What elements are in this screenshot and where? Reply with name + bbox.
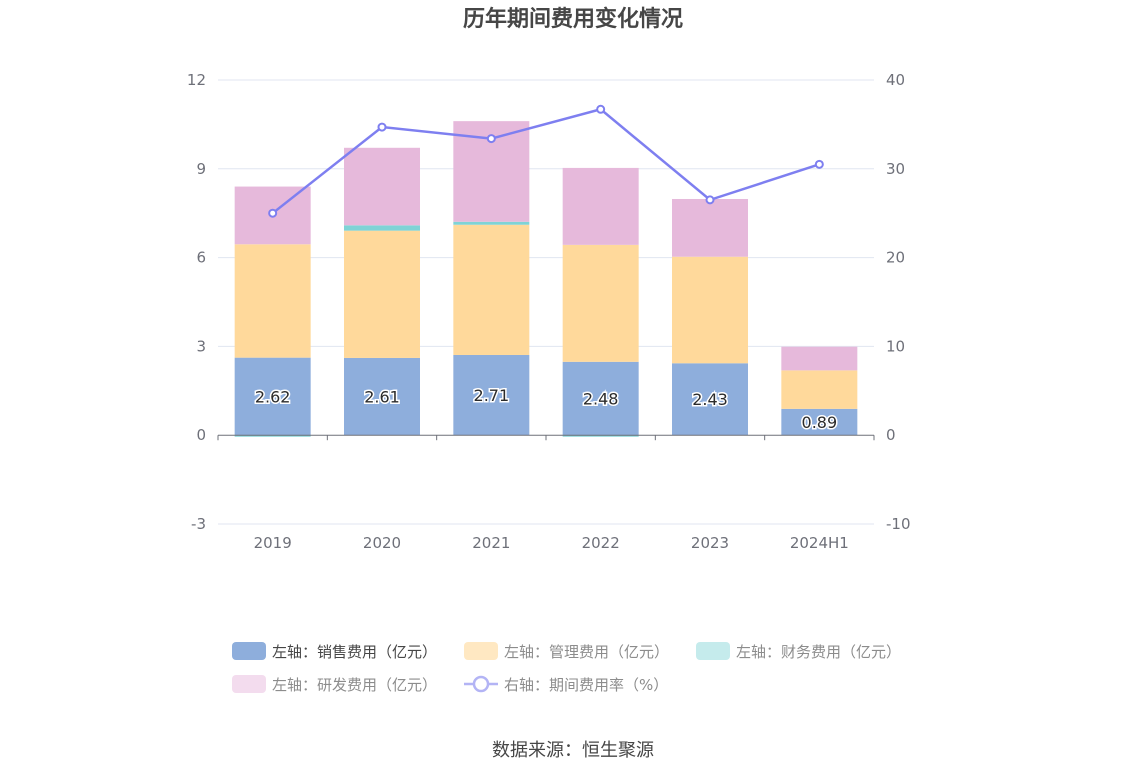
bar-segment-2 bbox=[453, 221, 530, 225]
x-axis-ticks: 2019 2020 2021 2022 2023 2024H1 bbox=[254, 534, 849, 552]
bar-segment-2 bbox=[344, 225, 420, 231]
bar-segment-3 bbox=[672, 198, 748, 257]
x-tick-label: 2021 bbox=[472, 534, 510, 552]
bar-value-label: 2.48 bbox=[583, 389, 619, 408]
bar-segment-2 bbox=[562, 435, 639, 437]
bar-segment-3 bbox=[562, 167, 639, 245]
left-tick-label: 3 bbox=[196, 337, 206, 355]
legend-swatch bbox=[232, 675, 266, 693]
right-tick-label: 0 bbox=[886, 426, 896, 444]
legend-swatch bbox=[696, 642, 730, 660]
bar-value-label: 0.89 bbox=[802, 413, 838, 432]
left-tick-label: 0 bbox=[196, 426, 206, 444]
x-tick-label: 2024H1 bbox=[790, 534, 849, 552]
source-note: 数据来源：恒生聚源 bbox=[492, 740, 654, 761]
legend-label: 左轴：财务费用（亿元） bbox=[736, 643, 901, 661]
bar-segment-1 bbox=[453, 224, 530, 355]
bar-segment-0 bbox=[781, 408, 858, 436]
legend-item-1[interactable]: 左轴：管理费用（亿元） bbox=[464, 642, 669, 661]
rate-point bbox=[814, 159, 824, 169]
bar-segment-1 bbox=[672, 256, 748, 364]
bar-segment-3 bbox=[344, 147, 420, 226]
bar-value-label: 2.61 bbox=[364, 388, 400, 407]
bar-segment-1 bbox=[234, 244, 311, 358]
bar-segment-1 bbox=[781, 370, 858, 409]
bar-value-label: 2.62 bbox=[255, 387, 291, 406]
bar-value-label: 2.43 bbox=[692, 390, 728, 409]
rate-point bbox=[377, 122, 387, 132]
legend-label: 右轴：期间费用率（%） bbox=[504, 676, 668, 694]
legend: 左轴：销售费用（亿元） 左轴：管理费用（亿元） 左轴：财务费用（亿元） 左轴：研发费用… bbox=[232, 642, 901, 694]
left-tick-label: -3 bbox=[191, 515, 206, 533]
legend-marker bbox=[472, 675, 490, 693]
right-tick-label: 20 bbox=[886, 249, 905, 267]
rate-point bbox=[268, 208, 278, 218]
legend-label: 左轴：管理费用（亿元） bbox=[504, 643, 669, 661]
x-axis bbox=[217, 434, 875, 441]
chart-title: 历年期间费用变化情况 bbox=[463, 6, 683, 32]
legend-item-0[interactable]: 左轴：销售费用（亿元） bbox=[232, 642, 437, 661]
x-tick-label: 2020 bbox=[363, 534, 401, 552]
legend-item-2[interactable]: 左轴：财务费用（亿元） bbox=[696, 642, 901, 661]
bar-segment-3 bbox=[781, 346, 858, 371]
rate-line-series bbox=[268, 104, 824, 218]
left-tick-label: 9 bbox=[196, 160, 206, 178]
legend-swatch bbox=[232, 642, 266, 660]
bar-segment-0 bbox=[234, 357, 311, 436]
left-tick-label: 6 bbox=[196, 249, 206, 267]
right-tick-label: -10 bbox=[886, 515, 911, 533]
bar-segment-2 bbox=[234, 435, 311, 437]
rate-point bbox=[705, 195, 715, 205]
bar-segment-0 bbox=[562, 361, 639, 436]
left-tick-label: 12 bbox=[187, 71, 206, 89]
legend-label: 左轴：研发费用（亿元） bbox=[272, 676, 437, 694]
right-tick-label: 40 bbox=[886, 71, 905, 89]
x-tick-label: 2023 bbox=[691, 534, 729, 552]
bar-series bbox=[234, 121, 858, 437]
right-tick-label: 30 bbox=[886, 160, 905, 178]
bar-segment-1 bbox=[344, 230, 420, 358]
legend-item-3[interactable]: 左轴：研发费用（亿元） bbox=[232, 675, 437, 694]
legend-label: 左轴：销售费用（亿元） bbox=[272, 643, 437, 661]
left-axis: -3 0 3 6 9 12 bbox=[187, 71, 206, 533]
bar-labels: 2.62 2.61 2.71 2.48 2.43 0.89 bbox=[253, 385, 838, 434]
rate-point bbox=[486, 134, 496, 144]
bar-segment-0 bbox=[344, 357, 420, 436]
rate-line bbox=[271, 107, 820, 215]
bar-segment-0 bbox=[672, 363, 748, 436]
legend-item-4[interactable]: 右轴：期间费用率（%） bbox=[464, 675, 668, 694]
rate-point bbox=[596, 104, 606, 114]
grid-lines bbox=[218, 79, 874, 525]
right-axis: -10 0 10 20 30 40 bbox=[886, 71, 911, 533]
right-tick-label: 10 bbox=[886, 337, 905, 355]
bar-value-label: 2.71 bbox=[474, 386, 510, 405]
x-tick-label: 2019 bbox=[254, 534, 292, 552]
x-tick-label: 2022 bbox=[582, 534, 620, 552]
bar-segment-0 bbox=[453, 354, 530, 436]
legend-swatch bbox=[464, 642, 498, 660]
bar-segment-1 bbox=[562, 244, 639, 362]
